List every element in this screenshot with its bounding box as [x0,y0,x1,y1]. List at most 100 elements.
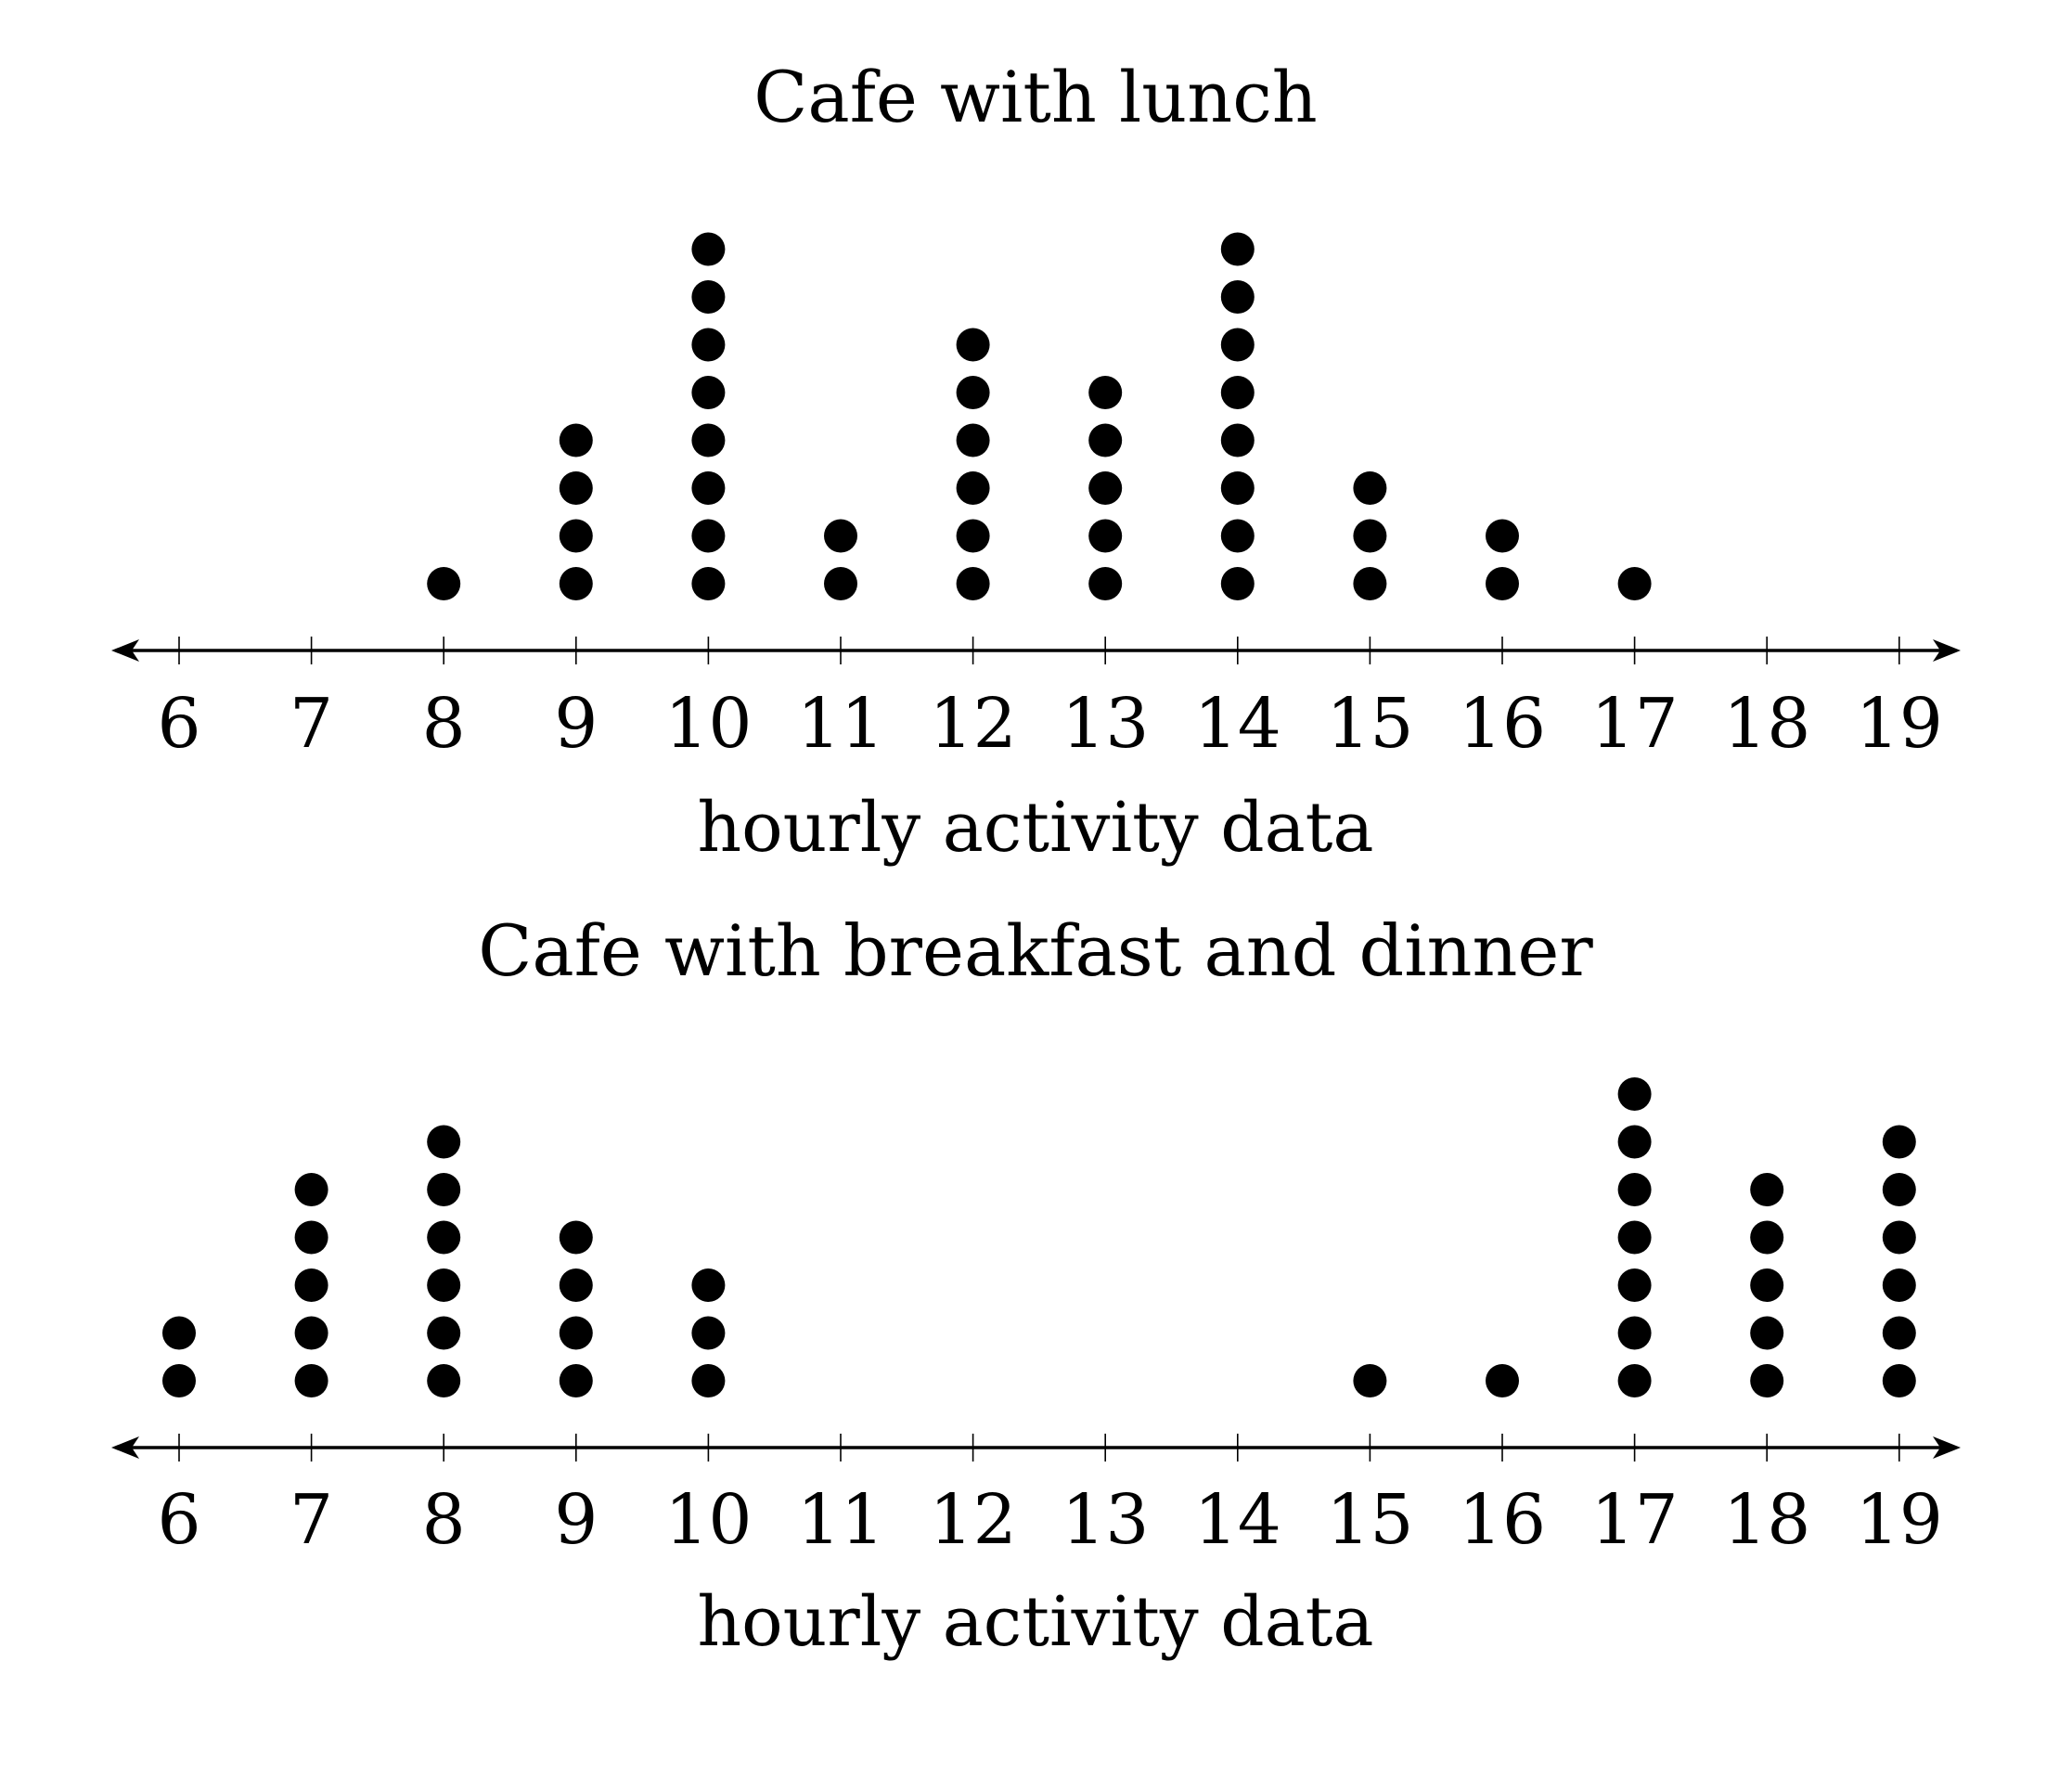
data-dot [1882,1173,1916,1206]
data-dot [1617,1077,1652,1111]
x-axis-label: hourly activity data [697,788,1373,868]
data-dot [1088,471,1123,505]
data-dot [427,1268,461,1302]
data-dot [824,567,857,600]
tick-label: 7 [290,1480,333,1560]
tick-label: 8 [422,684,466,764]
x-axis-label: hourly activity data [697,1582,1373,1662]
data-dot [1088,519,1123,553]
dot-plot-lunch: Cafe with lunch 6 7 8 9 10 11 12 13 14 15 16 17 18 19 h… [111,56,1961,868]
data-dot [559,471,593,505]
tick-label: 7 [290,684,333,764]
tick-label: 11 [797,1480,884,1560]
tick-label: 9 [554,684,598,764]
data-dot [1353,567,1387,600]
data-dot [1486,1364,1519,1397]
data-dot [1088,423,1123,457]
data-dot [427,1125,461,1159]
data-dot [1882,1316,1916,1350]
data-dot [956,423,990,457]
data-dot [1617,1220,1652,1255]
data-dot [1750,1316,1784,1350]
data-dot [1088,567,1123,600]
data-dot [691,423,726,457]
data-dot [427,1173,461,1206]
tick-label: 6 [157,684,200,764]
tick-label: 13 [1062,1480,1149,1560]
data-dot [294,1364,328,1397]
data-dot [691,1364,726,1397]
data-dot [559,423,593,457]
tick-label: 16 [1459,684,1546,764]
tick-label: 14 [1194,684,1281,764]
data-dot [1088,376,1123,409]
tick-label: 16 [1459,1480,1546,1560]
data-dot [427,1364,461,1397]
data-dot [427,1316,461,1350]
tick-label: 15 [1326,684,1413,764]
tick-label: 12 [930,1480,1017,1560]
data-dot [1882,1364,1916,1397]
data-dot [294,1173,328,1206]
data-dot [824,519,857,553]
data-dot [1617,567,1652,600]
data-dot [1750,1220,1784,1255]
data-dot [162,1364,196,1397]
tick-label: 15 [1326,1480,1413,1560]
left-arrow-icon [111,639,139,662]
data-dot [1750,1364,1784,1397]
tick-label: 17 [1591,1480,1679,1560]
data-dot [1353,1364,1387,1397]
data-dot [691,1316,726,1350]
data-dot [294,1316,328,1350]
data-dot [691,519,726,553]
data-dot [1882,1268,1916,1302]
tick-label: 13 [1062,684,1149,764]
data-dot [427,567,461,600]
right-arrow-icon [1933,639,1961,662]
data-dot [956,328,990,362]
data-dot [427,1220,461,1255]
data-dot [691,280,726,314]
data-dot [1617,1316,1652,1350]
data-dot [1220,232,1255,266]
tick-label: 19 [1856,684,1943,764]
data-dot [1220,328,1255,362]
tick-label: 10 [664,684,752,764]
data-dot [559,1364,593,1397]
chart-title: Cafe with lunch [753,56,1317,138]
tick-label: 10 [664,1480,752,1560]
data-dot [559,1220,593,1255]
tick-label: 17 [1591,684,1679,764]
tick-label: 18 [1723,684,1810,764]
data-dot [1220,471,1255,505]
data-dot [1353,471,1387,505]
data-dot [956,567,990,600]
data-dot [1220,567,1255,600]
data-dot [294,1268,328,1302]
data-dot [956,471,990,505]
data-dot [956,519,990,553]
data-dot [1486,519,1519,553]
data-dot [559,567,593,600]
data-dot [162,1316,196,1350]
data-dot [1486,567,1519,600]
tick-label: 11 [797,684,884,764]
data-dot [691,376,726,409]
left-arrow-icon [111,1436,139,1459]
tick-label: 14 [1194,1480,1281,1560]
data-dot [1353,519,1387,553]
data-dot [1882,1125,1916,1159]
data-dot [691,232,726,266]
data-dot [1750,1268,1784,1302]
data-dot [1882,1220,1916,1255]
dot-plot-breakfast-dinner: Cafe with breakfast and dinner 6 7 8 9 10 11 12… [111,909,1961,1662]
data-dot [956,376,990,409]
right-arrow-icon [1933,1436,1961,1459]
data-dot [1220,376,1255,409]
data-dot [691,471,726,505]
data-dot [559,519,593,553]
data-dot [1617,1364,1652,1397]
data-dot [691,1268,726,1302]
tick-label: 19 [1856,1480,1943,1560]
